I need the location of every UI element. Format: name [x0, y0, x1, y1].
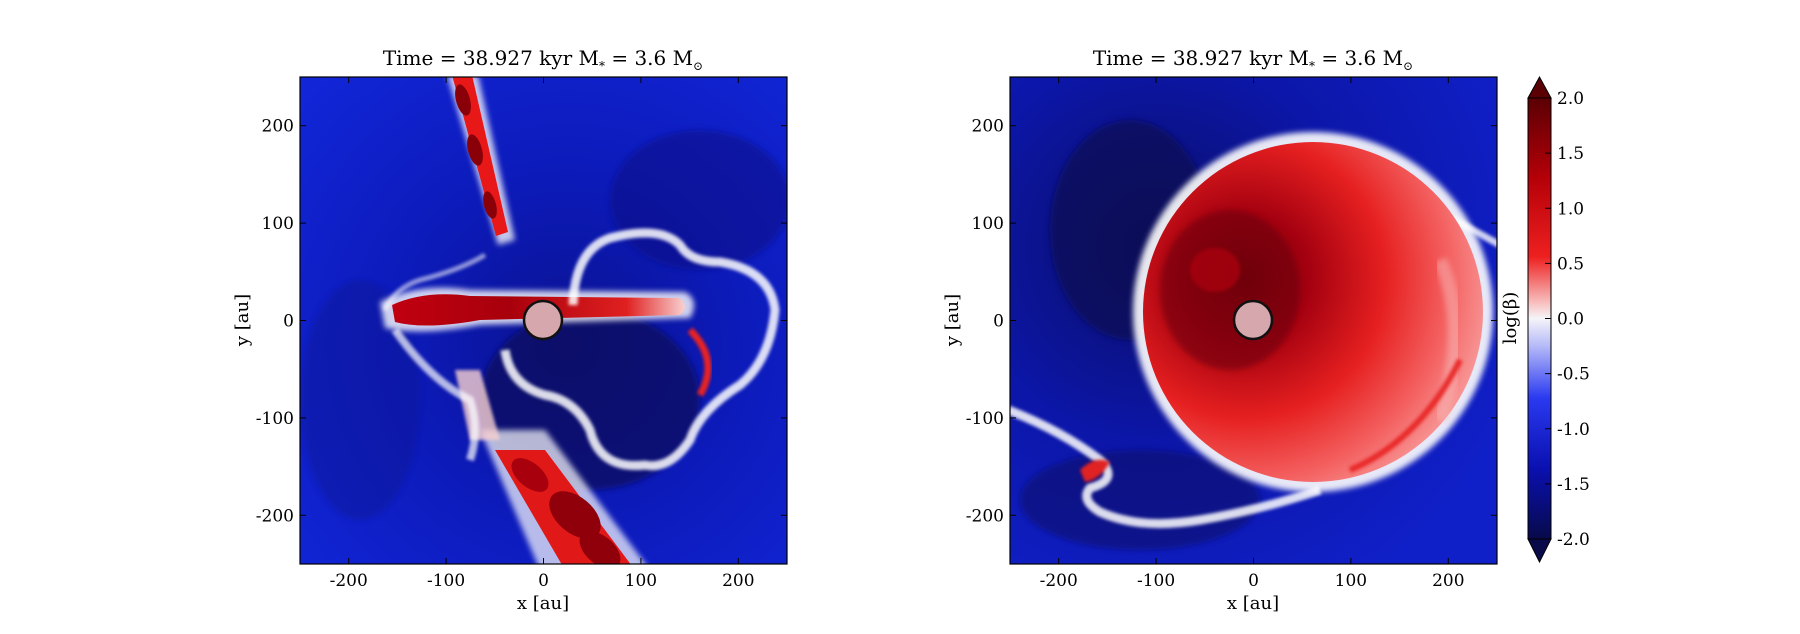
- colorbar-tick-label: 0.5: [1557, 254, 1584, 274]
- x-tick-label: -100: [1137, 571, 1175, 591]
- right-ylabel: y [au]: [942, 294, 963, 347]
- left-panel: -200 -100 0 100 200 -200 -100 0 100 200 Time = 38…: [232, 46, 788, 614]
- x-tick-label: 200: [722, 571, 754, 591]
- x-tick-label: -200: [1040, 571, 1078, 591]
- x-tick-label: 0: [1248, 571, 1259, 591]
- loop-bubble: [500, 228, 780, 471]
- colorbar-tick-label: 2.0: [1557, 89, 1584, 109]
- colorbar-label: log(β): [1500, 292, 1521, 345]
- sink-particle-right: [1232, 299, 1274, 341]
- left-dark-lobe-left: [300, 280, 420, 520]
- y-tick-label: -100: [256, 409, 294, 429]
- y-tick-label: 0: [283, 312, 294, 332]
- right-xlabel: x [au]: [1227, 593, 1279, 614]
- colorbar-ticks: 2.0 1.5 1.0 0.5 0.0 -0.5 -1.0 -1.5 -2.0: [1545, 89, 1590, 550]
- right-ticks: -200 -100 0 100 200 -200 -100 0 100 200: [966, 77, 1497, 591]
- outflow-jet-north: [447, 77, 515, 245]
- right-panel: -200 -100 0 100 200 -200 -100 0 100 200 Time = 38…: [942, 46, 1498, 614]
- colorbar-tick-label: -0.5: [1557, 365, 1590, 385]
- y-tick-label: -200: [256, 506, 294, 526]
- x-tick-label: -100: [427, 571, 465, 591]
- colorbar-extend-top: [1527, 75, 1552, 99]
- y-tick-label: 100: [262, 214, 294, 234]
- left-xlabel: x [au]: [517, 593, 569, 614]
- x-tick-label: -200: [330, 571, 368, 591]
- y-tick-label: 200: [972, 117, 1004, 137]
- right-dark-lobe-lower: [1020, 450, 1260, 550]
- y-tick-label: -200: [966, 506, 1004, 526]
- y-tick-label: 200: [262, 117, 294, 137]
- left-heatmap: [300, 77, 787, 564]
- colorbar-tick-label: -1.0: [1557, 420, 1590, 440]
- bubble-dark-core: [1160, 210, 1300, 370]
- colorbar-tick-label: -2.0: [1557, 530, 1590, 550]
- left-dark-lobe-right: [610, 130, 787, 270]
- colorbar: 2.0 1.5 1.0 0.5 0.0 -0.5 -1.0 -1.5 -2.0 log(β): [1500, 75, 1590, 564]
- colorbar-tick-label: 1.5: [1557, 144, 1584, 164]
- colorbar-tick-label: 0.0: [1557, 310, 1584, 330]
- sink-particle-left: [522, 299, 564, 341]
- arc-southwest: [1010, 405, 1322, 529]
- left-title: Time = 38.927 kyr M* = 3.6 M⊙: [383, 46, 703, 73]
- left-ticks: -200 -100 0 100 200 -200 -100 0 100 200: [256, 77, 787, 591]
- y-tick-label: 0: [993, 312, 1004, 332]
- x-tick-label: 0: [538, 571, 549, 591]
- x-tick-label: 100: [625, 571, 657, 591]
- outflow-jet-south: [455, 370, 646, 564]
- right-title: Time = 38.927 kyr M* = 3.6 M⊙: [1093, 46, 1413, 73]
- right-heatmap: [1010, 77, 1497, 564]
- y-tick-label: 100: [972, 214, 1004, 234]
- colorbar-tick-label: -1.5: [1557, 475, 1590, 495]
- x-tick-label: 100: [1335, 571, 1367, 591]
- ribbon-southwest: [391, 327, 479, 462]
- colorbar-tick-label: 1.0: [1557, 199, 1584, 219]
- colorbar-extend-bottom: [1527, 538, 1552, 564]
- y-tick-label: -100: [966, 409, 1004, 429]
- left-ylabel: y [au]: [232, 294, 253, 347]
- x-tick-label: 200: [1432, 571, 1464, 591]
